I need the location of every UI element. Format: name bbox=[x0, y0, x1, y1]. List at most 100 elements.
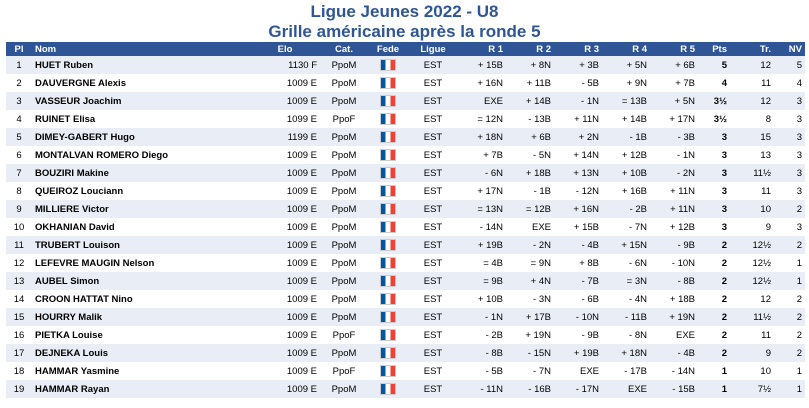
cell-league: EST bbox=[408, 272, 458, 290]
cell-round-4: - 17B bbox=[602, 362, 650, 380]
col-header-pl[interactable]: Pl bbox=[6, 42, 32, 56]
cell-federation bbox=[368, 290, 408, 308]
cell-round-2: - 1B bbox=[506, 182, 554, 200]
cell-round-2: - 3N bbox=[506, 290, 554, 308]
france-flag-icon bbox=[380, 77, 396, 89]
cell-tiebreak: 8 bbox=[730, 110, 774, 128]
cell-round-5: - 1N bbox=[650, 146, 698, 164]
cell-nv: 2 bbox=[774, 200, 805, 218]
france-flag-icon bbox=[380, 383, 396, 395]
cell-points: 3 bbox=[698, 182, 730, 200]
cell-round-5: + 11N bbox=[650, 182, 698, 200]
cell-points: 2 bbox=[698, 326, 730, 344]
table-row: 18 HAMMAR Yasmine 1009 E PpoF EST - 5B - 7N EXE… bbox=[6, 362, 805, 380]
cell-round-2: = 12B bbox=[506, 200, 554, 218]
cell-league: EST bbox=[408, 56, 458, 74]
france-flag-icon bbox=[380, 239, 396, 251]
col-header-r3[interactable]: R 3 bbox=[554, 42, 602, 56]
table-header-row: Pl Nom Elo Cat. Fede Ligue R 1 R 2 R 3 R… bbox=[6, 42, 805, 56]
cell-name: BOUZIRI Makine bbox=[32, 164, 250, 182]
cell-place: 16 bbox=[6, 326, 32, 344]
cell-round-3: + 13N bbox=[554, 164, 602, 182]
col-header-r2[interactable]: R 2 bbox=[506, 42, 554, 56]
col-header-nv[interactable]: NV bbox=[774, 42, 805, 56]
cell-round-2: - 7N bbox=[506, 362, 554, 380]
cell-round-2: + 6B bbox=[506, 128, 554, 146]
cell-name: DIMEY-GABERT Hugo bbox=[32, 128, 250, 146]
cell-round-2: + 8N bbox=[506, 56, 554, 74]
cell-nv: 2 bbox=[774, 236, 805, 254]
cell-nv: 4 bbox=[774, 74, 805, 92]
france-flag-icon bbox=[380, 329, 396, 341]
cell-round-2: = 9N bbox=[506, 254, 554, 272]
cell-nv: 2 bbox=[774, 308, 805, 326]
cell-name: HAMMAR Rayan bbox=[32, 380, 250, 398]
cell-points: 3½ bbox=[698, 92, 730, 110]
cell-points: 2 bbox=[698, 254, 730, 272]
cell-category: PpoM bbox=[320, 254, 368, 272]
cell-league: EST bbox=[408, 200, 458, 218]
cell-federation bbox=[368, 92, 408, 110]
cell-round-4: + 10B bbox=[602, 164, 650, 182]
col-header-r1[interactable]: R 1 bbox=[458, 42, 506, 56]
cell-tiebreak: 12½ bbox=[730, 272, 774, 290]
col-header-pts[interactable]: Pts bbox=[698, 42, 730, 56]
cell-round-2: - 15N bbox=[506, 344, 554, 362]
cell-name: LEFEVRE MAUGIN Nelson bbox=[32, 254, 250, 272]
cell-federation bbox=[368, 128, 408, 146]
cell-round-1: + 18N bbox=[458, 128, 506, 146]
france-flag-icon bbox=[380, 95, 396, 107]
table-row: 2 DAUVERGNE Alexis 1009 E PpoM EST + 16N + 11B… bbox=[6, 74, 805, 92]
cell-round-3: - 7B bbox=[554, 272, 602, 290]
col-header-cat[interactable]: Cat. bbox=[320, 42, 368, 56]
cell-round-2: - 13B bbox=[506, 110, 554, 128]
cell-federation bbox=[368, 254, 408, 272]
france-flag-icon bbox=[380, 275, 396, 287]
cell-category: PpoM bbox=[320, 272, 368, 290]
cell-tiebreak: 13 bbox=[730, 146, 774, 164]
col-header-ligue[interactable]: Ligue bbox=[408, 42, 458, 56]
cell-league: EST bbox=[408, 290, 458, 308]
cell-round-5: + 6B bbox=[650, 56, 698, 74]
cell-federation bbox=[368, 362, 408, 380]
cell-points: 3½ bbox=[698, 110, 730, 128]
cell-nv: 2 bbox=[774, 326, 805, 344]
col-header-fede[interactable]: Fede bbox=[368, 42, 408, 56]
table-row: 12 LEFEVRE MAUGIN Nelson 1009 E PpoM EST = 4B… bbox=[6, 254, 805, 272]
cell-name: HOURRY Malik bbox=[32, 308, 250, 326]
cell-federation bbox=[368, 164, 408, 182]
cell-league: EST bbox=[408, 92, 458, 110]
cell-round-1: - 5B bbox=[458, 362, 506, 380]
france-flag-icon bbox=[380, 131, 396, 143]
cell-round-1: + 16N bbox=[458, 74, 506, 92]
cell-round-3: + 2N bbox=[554, 128, 602, 146]
cell-place: 15 bbox=[6, 308, 32, 326]
cell-round-5: + 7B bbox=[650, 74, 698, 92]
cell-round-2: EXE bbox=[506, 218, 554, 236]
col-header-r5[interactable]: R 5 bbox=[650, 42, 698, 56]
cell-nv: 1 bbox=[774, 380, 805, 398]
col-header-tr[interactable]: Tr. bbox=[730, 42, 774, 56]
table-row: 17 DEJNEKA Louis 1009 E PpoM EST - 8B - 15N + 1… bbox=[6, 344, 805, 362]
col-header-elo[interactable]: Elo bbox=[250, 42, 320, 56]
cell-round-1: + 10B bbox=[458, 290, 506, 308]
cell-round-4: + 16B bbox=[602, 182, 650, 200]
cell-tiebreak: 11 bbox=[730, 182, 774, 200]
cell-league: EST bbox=[408, 74, 458, 92]
cell-category: PpoF bbox=[320, 326, 368, 344]
cell-league: EST bbox=[408, 380, 458, 398]
cell-round-1: = 4B bbox=[458, 254, 506, 272]
cell-round-5: + 5N bbox=[650, 92, 698, 110]
cell-round-1: = 13N bbox=[458, 200, 506, 218]
cell-round-4: + 12B bbox=[602, 146, 650, 164]
cell-tiebreak: 11½ bbox=[730, 308, 774, 326]
cell-place: 9 bbox=[6, 200, 32, 218]
col-header-nom[interactable]: Nom bbox=[32, 42, 250, 56]
col-header-r4[interactable]: R 4 bbox=[602, 42, 650, 56]
cell-nv: 3 bbox=[774, 182, 805, 200]
cell-place: 1 bbox=[6, 56, 32, 74]
cell-round-5: - 14N bbox=[650, 362, 698, 380]
cell-league: EST bbox=[408, 362, 458, 380]
cell-round-1: - 11N bbox=[458, 380, 506, 398]
cell-round-3: + 8B bbox=[554, 254, 602, 272]
